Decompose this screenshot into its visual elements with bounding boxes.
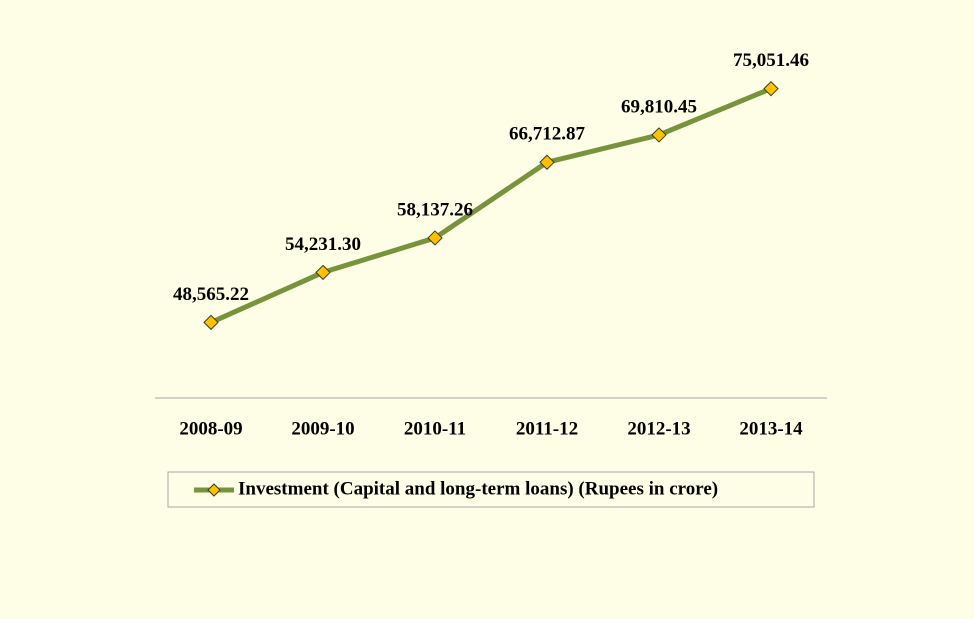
x-tick-label: 2010-11 [404, 418, 466, 439]
data-point [763, 80, 779, 97]
x-tick-label: 2011-12 [516, 418, 578, 439]
data-point [651, 127, 667, 143]
data-label: 75,051.46 [733, 50, 809, 71]
data-label: 66,712.87 [509, 124, 586, 145]
data-point [203, 314, 219, 331]
x-tick-label: 2013-14 [739, 418, 803, 439]
series-line [209, 86, 772, 325]
legend-box [167, 471, 815, 508]
x-tick-label: 2008-09 [179, 418, 242, 439]
data-point [427, 230, 443, 246]
data-label: 69,810.45 [621, 96, 697, 117]
legend-marker [207, 483, 221, 497]
legend-label: Investment (Capital and long-term loans)… [238, 478, 718, 499]
data-label: 48,565.22 [173, 284, 249, 305]
data-label: 54,231.30 [285, 234, 361, 255]
data-point [315, 264, 331, 281]
data-label: 58,137.26 [397, 199, 473, 220]
data-point [539, 154, 555, 170]
x-tick-label: 2012-13 [627, 418, 690, 439]
x-tick-label: 2009-10 [291, 418, 354, 439]
